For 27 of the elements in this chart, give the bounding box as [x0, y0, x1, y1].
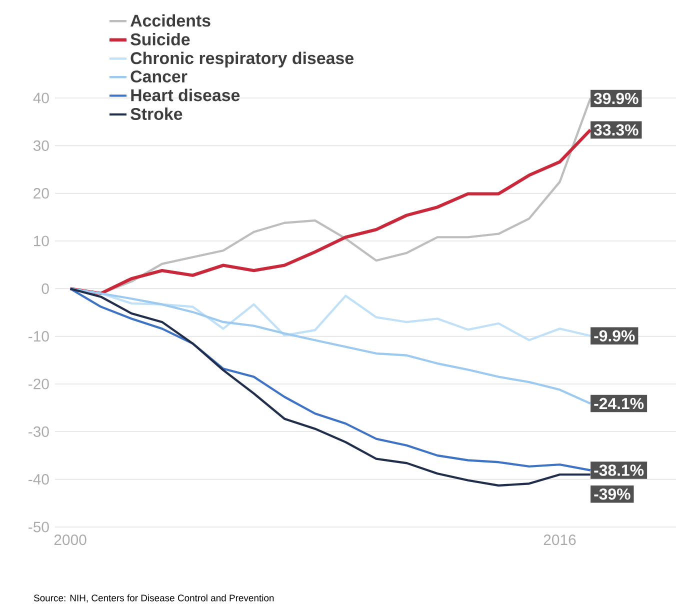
legend-label: Chronic respiratory disease: [130, 52, 354, 68]
data-label: 33.3%: [594, 124, 638, 136]
y-tick-label: 0: [42, 283, 49, 294]
y-tick-label: -50: [28, 522, 49, 532]
data-label: -39%: [594, 488, 630, 500]
legend-label: Cancer: [130, 70, 188, 82]
y-tick-label: -40: [28, 474, 49, 485]
data-label: -24.1%: [594, 398, 644, 410]
y-tick-label: 10: [34, 236, 49, 246]
data-label: -9.9%: [594, 330, 635, 342]
y-tick-label: 40: [33, 92, 49, 104]
y-tick-label: -20: [28, 378, 49, 390]
legend-label: Heart disease: [131, 88, 240, 102]
y-tick-label: -10: [28, 331, 49, 342]
legend-label: Accidents: [130, 14, 210, 27]
y-tick-label: 30: [33, 140, 49, 151]
legend-label: Stroke: [130, 108, 182, 120]
line-series: [69, 288, 592, 405]
x-tick-label: 2016: [544, 534, 576, 546]
y-tick-label: -30: [28, 426, 49, 437]
line-series: [68, 128, 592, 296]
y-tick-label: 20: [34, 188, 49, 199]
x-tick-label: 2000: [54, 534, 86, 546]
data-label: 39.9%: [594, 92, 638, 104]
source-note: Source: NIH, Centers for Disease Control and Prevention: [34, 594, 274, 602]
data-label: -38.1%: [594, 464, 644, 476]
legend-label: Suicide: [130, 32, 190, 46]
